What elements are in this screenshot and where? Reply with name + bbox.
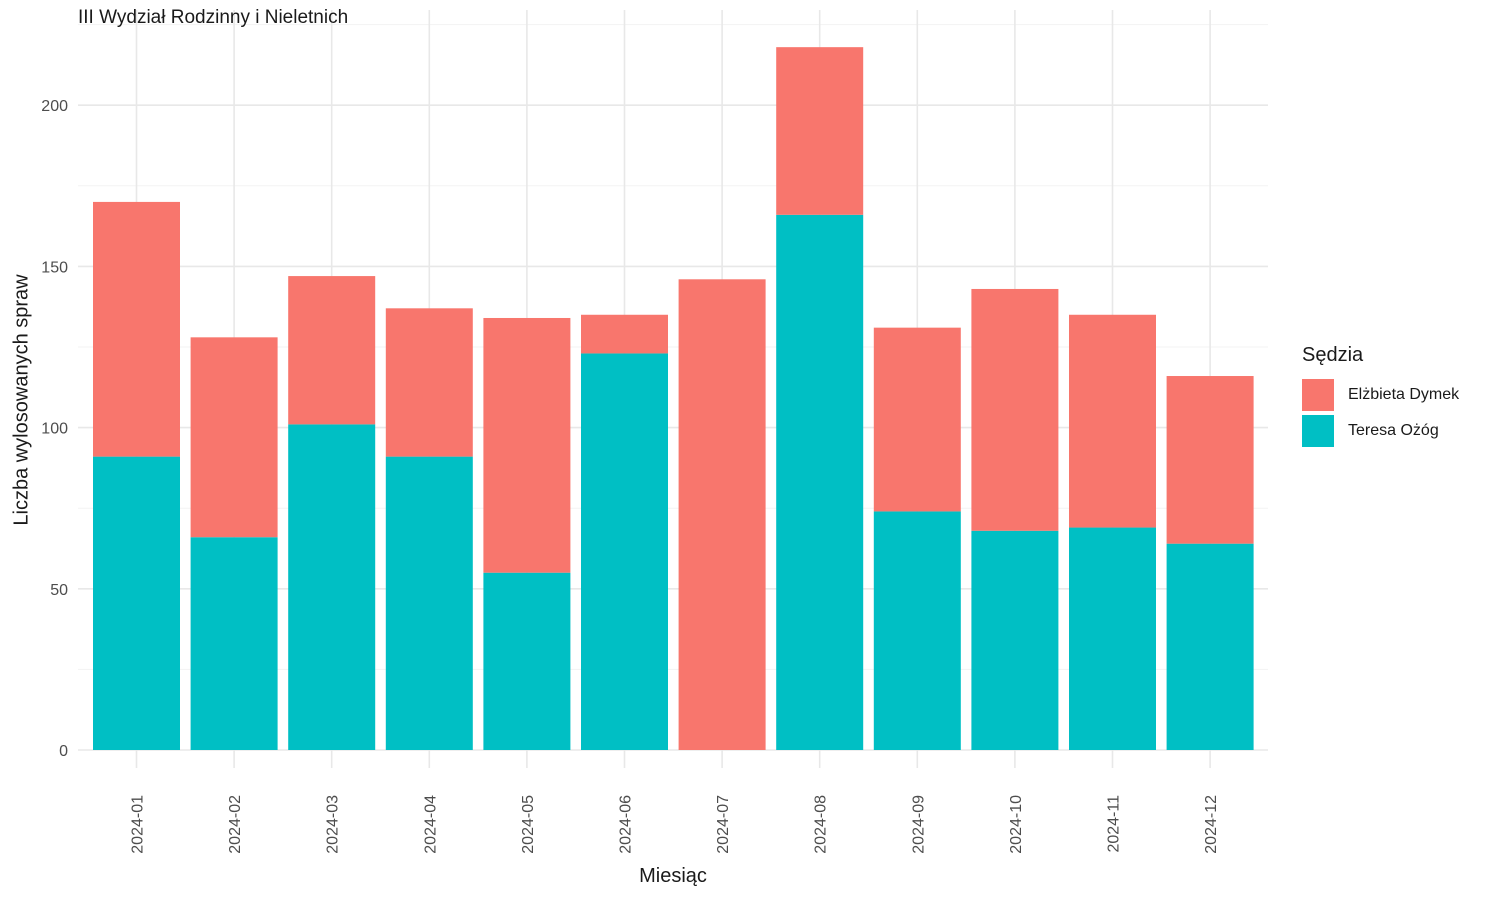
bar-2024-05-teresa-ozog bbox=[483, 572, 571, 750]
y-tick-label: 100 bbox=[41, 421, 68, 438]
bar-2024-03-teresa-ozog bbox=[288, 424, 376, 750]
x-tick-label: 2024-04 bbox=[422, 795, 439, 854]
bar-2024-01-teresa-ozog bbox=[93, 456, 180, 750]
x-tick-label: 2024-11 bbox=[1106, 795, 1123, 853]
legend-title: Sędzia bbox=[1302, 344, 1364, 366]
bar-2024-12-elzbieta-dymek bbox=[1166, 376, 1254, 544]
legend-item-teresa-ozog: Teresa Ożóg bbox=[1302, 413, 1459, 449]
y-tick-label: 200 bbox=[41, 98, 68, 115]
bar-2024-04-elzbieta-dymek bbox=[385, 308, 473, 457]
bar-2024-05-elzbieta-dymek bbox=[483, 317, 571, 573]
x-tick-label: 2024-07 bbox=[715, 795, 732, 854]
bar-2024-09-teresa-ozog bbox=[873, 511, 961, 750]
bar-2024-12-teresa-ozog bbox=[1166, 543, 1254, 750]
legend-swatch-elzbieta-dymek bbox=[1302, 379, 1334, 411]
bar-2024-01-elzbieta-dymek bbox=[93, 201, 180, 457]
bar-2024-08-teresa-ozog bbox=[776, 214, 864, 751]
x-axis-title: Miesiąc bbox=[639, 865, 707, 887]
legend-label-elzbieta-dymek: Elżbieta Dymek bbox=[1348, 386, 1460, 403]
x-tick-label: 2024-12 bbox=[1203, 795, 1220, 854]
bar-2024-11-elzbieta-dymek bbox=[1069, 314, 1156, 528]
bar-2024-02-teresa-ozog bbox=[190, 537, 278, 750]
legend-label-teresa-ozog: Teresa Ożóg bbox=[1348, 422, 1439, 439]
x-tick-label: 2024-09 bbox=[910, 795, 927, 854]
bar-2024-09-elzbieta-dymek bbox=[873, 327, 961, 512]
bar-2024-04-teresa-ozog bbox=[385, 456, 473, 750]
bar-2024-06-teresa-ozog bbox=[581, 353, 668, 750]
chart-title: III Wydział Rodzinny i Nieletnich bbox=[78, 7, 349, 28]
bar-2024-10-teresa-ozog bbox=[971, 530, 1059, 750]
legend: Sędzia Elżbieta Dymek Teresa Ożóg bbox=[1302, 344, 1459, 449]
bar-2024-08-elzbieta-dymek bbox=[776, 47, 864, 215]
x-tick-label: 2024-01 bbox=[130, 795, 147, 854]
legend-swatch-teresa-ozog bbox=[1302, 415, 1334, 447]
bar-2024-06-elzbieta-dymek bbox=[581, 314, 668, 354]
x-tick-label: 2024-10 bbox=[1008, 795, 1025, 854]
bar-2024-03-elzbieta-dymek bbox=[288, 276, 376, 425]
bar-2024-11-teresa-ozog bbox=[1069, 527, 1156, 750]
x-tick-label: 2024-02 bbox=[227, 795, 244, 854]
y-tick-label: 50 bbox=[50, 582, 68, 599]
y-axis-title: Liczba wylosowanych spraw bbox=[10, 274, 33, 526]
x-tick-label: 2024-08 bbox=[813, 795, 830, 854]
x-tick-label: 2024-05 bbox=[520, 795, 537, 854]
bar-2024-10-elzbieta-dymek bbox=[971, 288, 1059, 531]
bar-2024-07-elzbieta-dymek bbox=[678, 279, 766, 750]
y-tick-label: 0 bbox=[59, 743, 68, 760]
x-tick-label: 2024-06 bbox=[618, 795, 635, 854]
bar-2024-02-elzbieta-dymek bbox=[190, 337, 278, 538]
y-tick-label: 150 bbox=[41, 259, 68, 276]
x-tick-label: 2024-03 bbox=[325, 795, 342, 854]
legend-item-elzbieta-dymek: Elżbieta Dymek bbox=[1302, 377, 1459, 413]
